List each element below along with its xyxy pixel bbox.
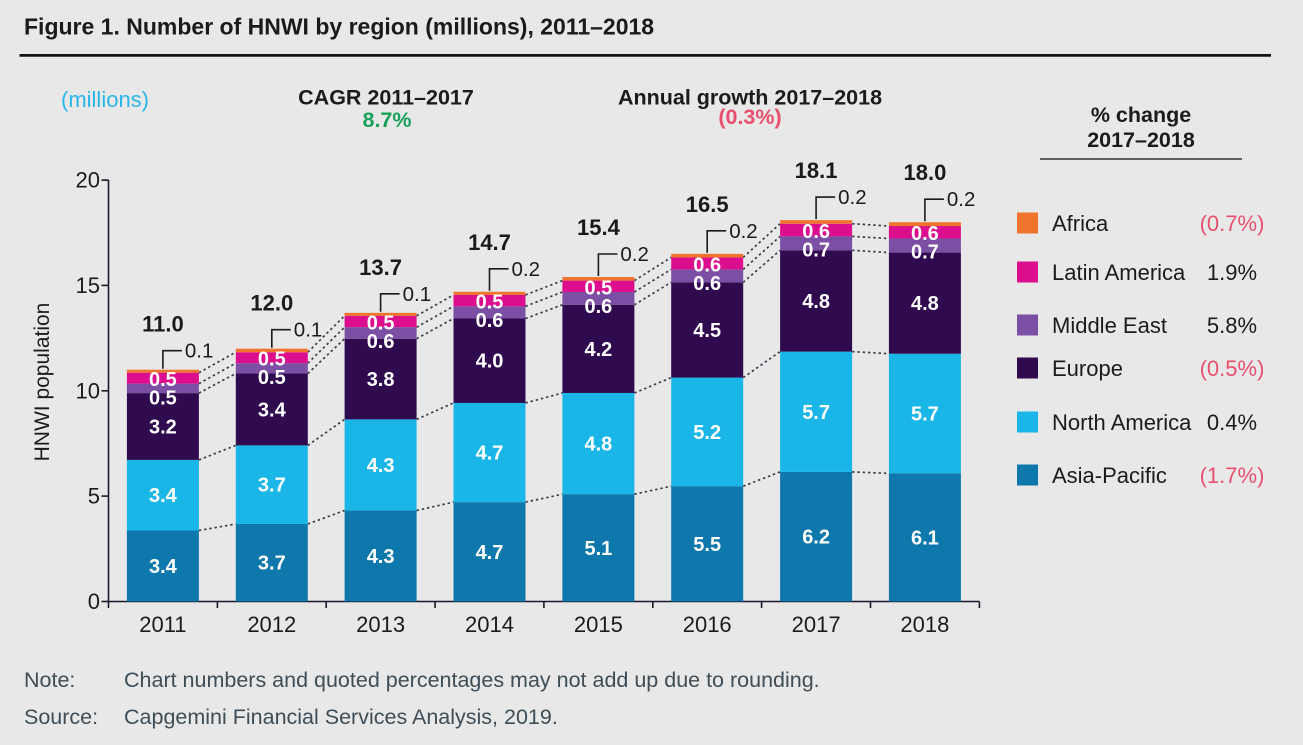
svg-text:8.7%: 8.7% xyxy=(362,108,411,132)
svg-text:4.8: 4.8 xyxy=(584,434,612,456)
svg-text:Asia-Pacific: Asia-Pacific xyxy=(1052,463,1167,488)
svg-text:3.4: 3.4 xyxy=(149,556,178,578)
svg-text:11.0: 11.0 xyxy=(142,312,184,337)
svg-text:0: 0 xyxy=(88,589,100,614)
svg-text:0.2: 0.2 xyxy=(620,243,649,266)
svg-text:0.5: 0.5 xyxy=(149,369,177,391)
svg-text:0.7: 0.7 xyxy=(911,242,939,264)
svg-text:(1.7%): (1.7%) xyxy=(1200,463,1265,488)
svg-text:14.7: 14.7 xyxy=(468,230,511,255)
svg-text:2018: 2018 xyxy=(900,612,949,637)
svg-text:4.2: 4.2 xyxy=(584,339,612,361)
svg-text:20: 20 xyxy=(76,168,100,193)
svg-text:3.4: 3.4 xyxy=(258,399,287,421)
svg-text:0.6: 0.6 xyxy=(584,296,612,318)
svg-text:% change: % change xyxy=(1091,103,1191,127)
svg-text:3.8: 3.8 xyxy=(367,369,395,391)
svg-text:(0.5%): (0.5%) xyxy=(1200,356,1265,381)
svg-text:4.3: 4.3 xyxy=(367,455,395,477)
svg-text:0.1: 0.1 xyxy=(185,340,214,363)
svg-text:4.3: 4.3 xyxy=(367,546,395,568)
svg-text:0.1: 0.1 xyxy=(294,319,323,342)
svg-text:0.6: 0.6 xyxy=(693,254,721,276)
svg-text:3.2: 3.2 xyxy=(149,417,177,439)
svg-text:North America: North America xyxy=(1052,410,1192,435)
svg-text:Note:: Note: xyxy=(24,668,75,692)
svg-text:2014: 2014 xyxy=(465,612,514,637)
svg-text:6.2: 6.2 xyxy=(802,527,830,549)
svg-text:HNWI population: HNWI population xyxy=(31,303,54,462)
svg-text:0.2: 0.2 xyxy=(512,258,541,281)
svg-text:0.5: 0.5 xyxy=(258,367,286,389)
svg-text:2011: 2011 xyxy=(139,612,186,637)
svg-text:0.2: 0.2 xyxy=(947,188,976,211)
svg-text:4.8: 4.8 xyxy=(911,293,939,315)
svg-text:2013: 2013 xyxy=(356,612,405,637)
svg-text:Capgemini Financial Services A: Capgemini Financial Services Analysis, 2… xyxy=(124,705,558,729)
svg-text:0.1: 0.1 xyxy=(403,283,432,306)
svg-text:0.6: 0.6 xyxy=(911,223,939,245)
svg-text:Annual growth 2017–2018: Annual growth 2017–2018 xyxy=(618,86,882,110)
svg-text:3.7: 3.7 xyxy=(258,475,286,497)
svg-text:5.8%: 5.8% xyxy=(1207,313,1257,338)
svg-text:Middle East: Middle East xyxy=(1052,313,1167,338)
svg-text:0.5: 0.5 xyxy=(149,388,177,410)
svg-text:0.4%: 0.4% xyxy=(1207,410,1257,435)
svg-text:4.7: 4.7 xyxy=(476,443,504,465)
svg-text:(0.3%): (0.3%) xyxy=(718,105,781,129)
svg-text:(millions): (millions) xyxy=(61,87,149,112)
svg-text:0.5: 0.5 xyxy=(258,349,286,371)
svg-text:0.5: 0.5 xyxy=(476,292,504,314)
svg-text:16.5: 16.5 xyxy=(686,192,729,217)
svg-text:15: 15 xyxy=(76,273,100,298)
svg-text:4.7: 4.7 xyxy=(476,542,504,564)
svg-text:2012: 2012 xyxy=(247,612,296,637)
svg-text:4.0: 4.0 xyxy=(476,351,504,373)
svg-text:0.5: 0.5 xyxy=(367,313,395,335)
svg-text:13.7: 13.7 xyxy=(359,255,402,280)
svg-text:Figure 1. Number of HNWI by re: Figure 1. Number of HNWI by region (mill… xyxy=(24,14,654,40)
svg-text:3.4: 3.4 xyxy=(149,485,178,507)
svg-text:CAGR 2011–2017: CAGR 2011–2017 xyxy=(298,86,474,110)
svg-text:2017: 2017 xyxy=(792,612,841,637)
svg-text:6.1: 6.1 xyxy=(911,527,939,549)
svg-text:5.7: 5.7 xyxy=(911,404,939,426)
svg-text:2015: 2015 xyxy=(574,612,623,637)
svg-text:1.9%: 1.9% xyxy=(1207,260,1257,285)
svg-text:15.4: 15.4 xyxy=(577,215,621,240)
svg-text:Source:: Source: xyxy=(24,705,98,729)
svg-text:Europe: Europe xyxy=(1052,356,1123,381)
svg-text:0.6: 0.6 xyxy=(476,310,504,332)
svg-text:10: 10 xyxy=(76,378,100,403)
svg-text:5.2: 5.2 xyxy=(693,422,721,444)
svg-text:5.5: 5.5 xyxy=(693,534,721,556)
svg-text:(0.7%): (0.7%) xyxy=(1200,211,1265,236)
svg-text:Latin America: Latin America xyxy=(1052,260,1186,285)
svg-text:0.2: 0.2 xyxy=(729,220,758,243)
svg-text:5.7: 5.7 xyxy=(802,402,830,424)
svg-text:0.6: 0.6 xyxy=(367,331,395,353)
svg-text:0.6: 0.6 xyxy=(693,273,721,295)
svg-text:2016: 2016 xyxy=(683,612,732,637)
svg-text:0.2: 0.2 xyxy=(838,186,867,209)
svg-text:5.1: 5.1 xyxy=(584,538,612,560)
svg-text:0.6: 0.6 xyxy=(802,221,830,243)
svg-text:0.5: 0.5 xyxy=(584,277,612,299)
svg-text:4.5: 4.5 xyxy=(693,320,721,342)
svg-text:Africa: Africa xyxy=(1052,211,1109,236)
svg-text:5: 5 xyxy=(88,484,100,509)
svg-text:18.0: 18.0 xyxy=(903,160,946,185)
svg-text:3.7: 3.7 xyxy=(258,553,286,575)
svg-text:Chart numbers and quoted perce: Chart numbers and quoted percentages may… xyxy=(124,668,820,692)
svg-text:0.7: 0.7 xyxy=(802,240,830,262)
svg-text:4.8: 4.8 xyxy=(802,291,830,313)
svg-text:12.0: 12.0 xyxy=(250,291,293,316)
svg-text:2017–2018: 2017–2018 xyxy=(1087,128,1195,152)
svg-text:18.1: 18.1 xyxy=(795,158,838,183)
